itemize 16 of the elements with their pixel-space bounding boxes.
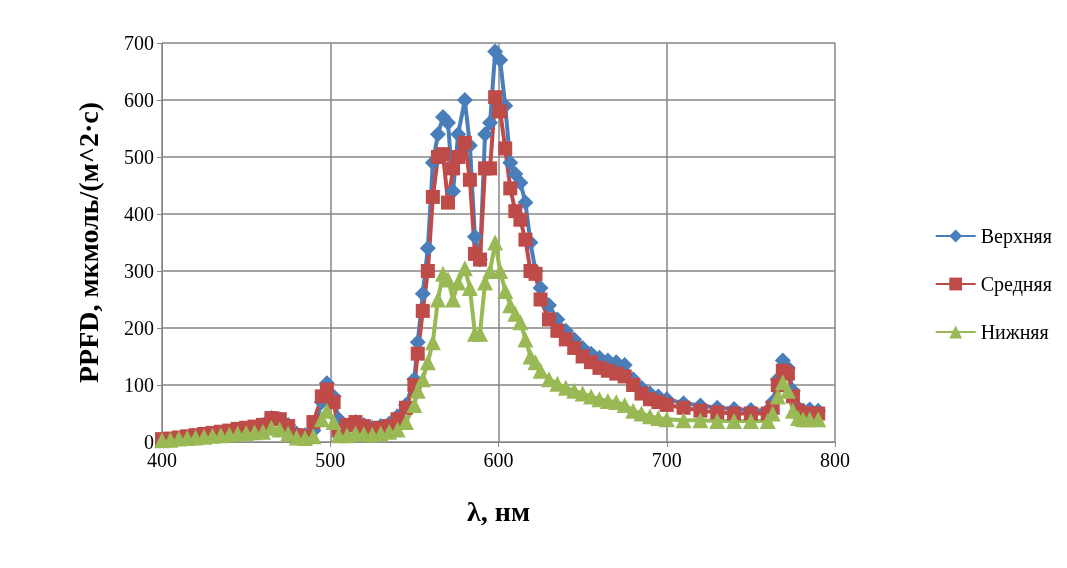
x-tick-label: 800 [820, 449, 850, 471]
x-axis-title: λ, нм [467, 495, 530, 527]
y-tick-label: 600 [124, 89, 154, 111]
legend-label: Нижняя [980, 321, 1049, 343]
y-tick-label: 700 [124, 32, 154, 54]
y-tick-label: 300 [124, 260, 154, 282]
y-axis-title: PPFD, мкмоль/(м^2·с) [72, 101, 104, 384]
y-tick-label: 100 [124, 374, 154, 396]
y-tick-label: 200 [124, 317, 154, 339]
x-tick-label: 700 [651, 449, 682, 471]
x-tick-label: 600 [483, 449, 514, 471]
y-tick-label: 400 [124, 203, 154, 225]
x-tick-label: 500 [315, 449, 346, 471]
y-tick-label: 500 [124, 146, 154, 168]
legend-label: Верхняя [980, 225, 1053, 248]
legend-label: Средняя [980, 273, 1052, 296]
